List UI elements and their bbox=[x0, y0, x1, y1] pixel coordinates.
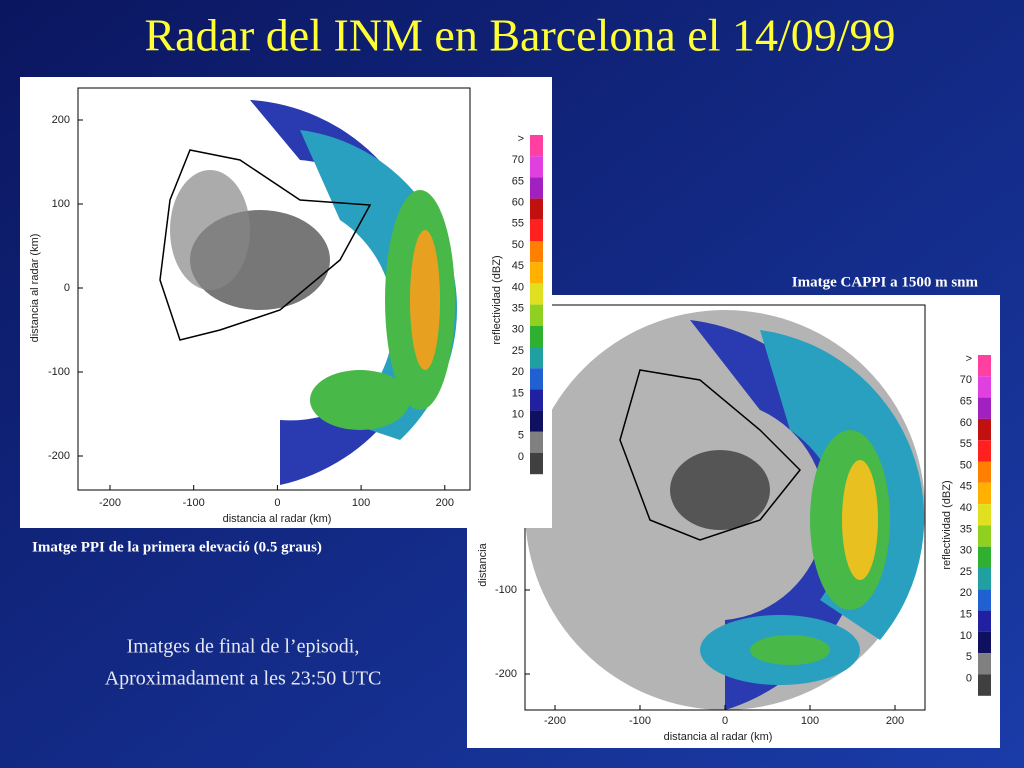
y-tick-label: 100 bbox=[52, 198, 70, 210]
colorbar-label: reflectividad (dBZ) bbox=[491, 255, 503, 344]
colorbar-tick-label: 35 bbox=[960, 523, 972, 535]
colorbar-cell bbox=[530, 156, 543, 178]
colorbar-cell bbox=[978, 418, 991, 441]
colorbar-tick-label: > bbox=[518, 133, 524, 145]
x-tick-label: 100 bbox=[801, 715, 819, 727]
y-tick-label: 0 bbox=[64, 282, 70, 294]
radar-image bbox=[159, 100, 458, 485]
colorbar-tick-label: 20 bbox=[512, 366, 524, 378]
colorbar-cell bbox=[530, 304, 543, 326]
x-tick-label: 0 bbox=[722, 715, 728, 727]
x-axis-label: distancia al radar (km) bbox=[223, 513, 332, 525]
colorbar-tick-label: 15 bbox=[512, 387, 524, 399]
colorbar-tick-label: 40 bbox=[960, 502, 972, 514]
colorbar-tick-label: 50 bbox=[512, 239, 524, 251]
colorbar-cell bbox=[530, 368, 543, 390]
colorbar-tick-label: 70 bbox=[960, 374, 972, 386]
colorbar-cell bbox=[530, 431, 543, 453]
colorbar-cell bbox=[978, 461, 991, 483]
colorbar-cell bbox=[978, 525, 991, 547]
colorbar-cell bbox=[530, 135, 543, 157]
colorbar-cell bbox=[530, 198, 543, 220]
colorbar-tick-label: 5 bbox=[518, 430, 524, 442]
colorbar-tick-label: 35 bbox=[512, 303, 524, 315]
colorbar-cell bbox=[978, 440, 991, 462]
colorbar-cell bbox=[978, 504, 991, 526]
colorbar-tick-label: 70 bbox=[512, 154, 524, 166]
colorbar-tick-label: 0 bbox=[518, 451, 524, 463]
x-tick-label: 200 bbox=[886, 715, 904, 727]
y-tick-label: -100 bbox=[495, 584, 517, 596]
colorbar-cell bbox=[530, 453, 543, 475]
caption: Imatge CAPPI a 1500 m snm bbox=[792, 274, 979, 290]
ppi-panel: -200 -100 0 100 2002001000-100-200distancia … bbox=[20, 77, 552, 528]
note-line: Aproximadament a les 23:50 UTC bbox=[105, 668, 382, 690]
colorbar-cell bbox=[978, 568, 991, 590]
colorbar-cell bbox=[530, 347, 543, 369]
colorbar-tick-label: 20 bbox=[960, 587, 972, 599]
colorbar-tick-label: 45 bbox=[960, 481, 972, 493]
slide-title: Radar del INM en Barcelona el 14/09/99 bbox=[144, 10, 895, 61]
colorbar-cell bbox=[530, 262, 543, 284]
colorbar-cell bbox=[978, 653, 991, 675]
colorbar-tick-label: 60 bbox=[512, 197, 524, 209]
colorbar-cell bbox=[530, 241, 543, 263]
caption: Imatge PPI de la primera elevació (0.5 g… bbox=[32, 539, 322, 555]
x-tick-label: 100 bbox=[352, 497, 370, 509]
colorbar-tick-label: 40 bbox=[512, 281, 524, 293]
colorbar-cell bbox=[530, 410, 543, 432]
colorbar-label: reflectividad (dBZ) bbox=[941, 480, 953, 569]
colorbar-cell bbox=[978, 674, 991, 696]
colorbar-tick-label: 65 bbox=[960, 396, 972, 408]
colorbar-tick-label: 15 bbox=[960, 609, 972, 621]
y-tick-label: -100 bbox=[48, 366, 70, 378]
colorbar-tick-label: 55 bbox=[512, 218, 524, 230]
x-tick-label: 0 bbox=[274, 497, 280, 509]
colorbar-tick-label: 65 bbox=[512, 175, 524, 187]
y-tick-label: 200 bbox=[52, 114, 70, 126]
y-axis-label: distancia bbox=[477, 542, 489, 586]
colorbar-tick-label: 10 bbox=[960, 630, 972, 642]
colorbar-cell bbox=[978, 546, 991, 568]
colorbar-tick-label: 45 bbox=[512, 260, 524, 272]
colorbar-cell bbox=[978, 355, 991, 377]
note-line: Imatges de final de l’episodi, bbox=[127, 636, 360, 658]
colorbar-tick-label: 30 bbox=[960, 545, 972, 557]
colorbar-cell bbox=[530, 283, 543, 305]
colorbar-cell bbox=[530, 177, 543, 199]
colorbar-tick-label: 25 bbox=[512, 345, 524, 357]
colorbar-tick-label: 5 bbox=[966, 651, 972, 663]
x-tick-label: 200 bbox=[436, 497, 454, 509]
y-tick-label: -200 bbox=[48, 450, 70, 462]
x-axis-label: distancia al radar (km) bbox=[664, 731, 773, 743]
colorbar-cell bbox=[530, 389, 543, 411]
colorbar-tick-label: 0 bbox=[966, 672, 972, 684]
colorbar-cell bbox=[978, 376, 991, 398]
x-tick-label: -200 bbox=[99, 497, 121, 509]
colorbar-tick-label: 50 bbox=[960, 459, 972, 471]
colorbar-cell bbox=[530, 219, 543, 241]
x-tick-label: -200 bbox=[544, 715, 566, 727]
colorbar-cell bbox=[978, 482, 991, 505]
colorbar-cell bbox=[978, 631, 991, 654]
x-tick-label: -100 bbox=[183, 497, 205, 509]
colorbar-tick-label: 30 bbox=[512, 324, 524, 336]
colorbar-cell bbox=[978, 610, 991, 632]
colorbar-tick-label: 10 bbox=[512, 409, 524, 421]
x-tick-label: -100 bbox=[629, 715, 651, 727]
colorbar-tick-label: 55 bbox=[960, 438, 972, 450]
colorbar-cell bbox=[978, 397, 991, 419]
radar-image bbox=[525, 310, 925, 710]
colorbar-cell bbox=[530, 325, 543, 347]
colorbar-tick-label: > bbox=[966, 353, 972, 365]
y-tick-label: -200 bbox=[495, 668, 517, 680]
colorbar-cell bbox=[978, 589, 991, 611]
colorbar-tick-label: 60 bbox=[960, 417, 972, 429]
y-axis-label: distancia al radar (km) bbox=[29, 234, 41, 343]
colorbar-tick-label: 25 bbox=[960, 566, 972, 578]
plot-frame bbox=[77, 87, 471, 491]
